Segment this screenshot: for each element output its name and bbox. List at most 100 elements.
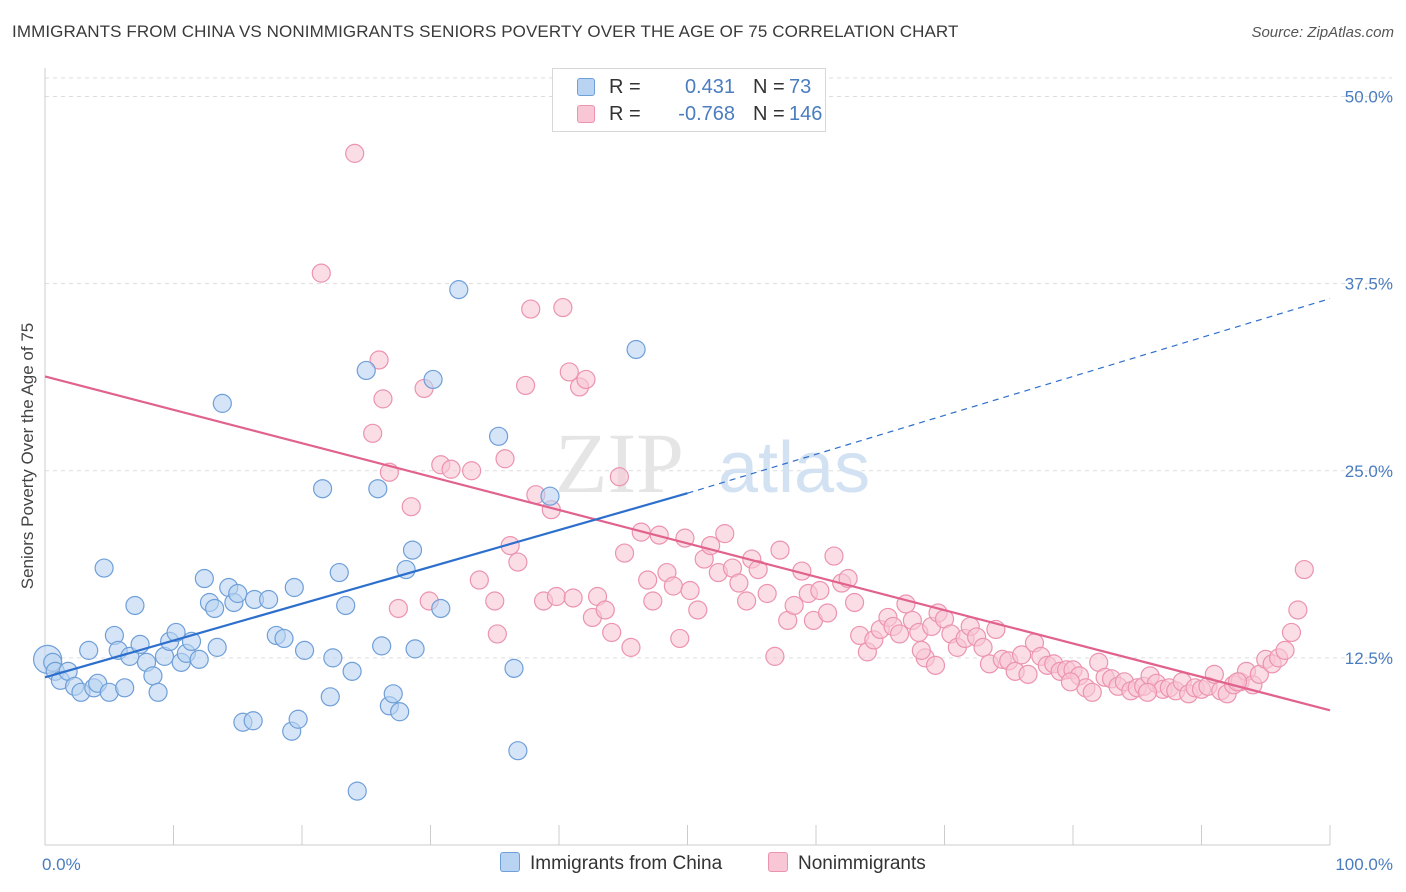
data-point xyxy=(540,486,560,506)
data-point xyxy=(576,369,596,390)
data-point xyxy=(388,598,408,619)
data-point xyxy=(553,297,573,318)
data-point xyxy=(212,393,232,413)
data-point xyxy=(729,573,749,593)
data-point xyxy=(125,595,145,616)
data-point xyxy=(1082,682,1102,702)
data-point xyxy=(737,591,757,611)
data-point xyxy=(495,449,515,469)
data-point xyxy=(462,461,482,481)
data-point xyxy=(228,583,248,604)
correlation-legend: R = 0.431 N = 73 R = -0.768 N = 146 xyxy=(552,68,826,132)
data-point xyxy=(79,640,99,660)
data-point xyxy=(784,595,804,616)
data-point xyxy=(323,648,343,668)
data-point xyxy=(369,350,389,370)
data-point xyxy=(757,583,777,604)
trend-line-nonimmigrants xyxy=(44,375,1331,712)
data-point xyxy=(1011,645,1032,665)
data-point xyxy=(663,576,683,596)
trend-line-china-extrapolated xyxy=(687,298,1331,494)
y-tick-label: 37.5% xyxy=(1345,275,1393,294)
data-point xyxy=(508,741,528,761)
data-point xyxy=(521,299,541,319)
trend-lines xyxy=(44,298,1331,712)
data-point xyxy=(423,369,443,390)
data-point xyxy=(515,375,536,396)
data-point xyxy=(748,559,768,580)
data-point xyxy=(373,389,393,409)
axes xyxy=(44,68,1331,846)
data-point xyxy=(288,709,308,729)
data-point xyxy=(194,568,214,589)
data-point xyxy=(431,598,451,619)
source-credit: Source: ZipAtlas.com xyxy=(1251,24,1394,41)
data-point xyxy=(508,552,528,572)
data-point xyxy=(347,781,367,801)
data-point xyxy=(356,360,376,381)
data-point xyxy=(284,577,304,598)
data-point xyxy=(372,636,392,656)
data-point xyxy=(680,580,700,601)
data-point xyxy=(1288,600,1308,620)
legend-r-value: -0.768 xyxy=(678,103,735,125)
legend-n-value: 73 xyxy=(789,76,812,98)
data-point xyxy=(345,143,365,163)
bottom-legend-china: Immigrants from China xyxy=(500,852,722,876)
data-point xyxy=(715,524,735,544)
legend-r-label: R = xyxy=(609,103,641,125)
data-point xyxy=(1060,672,1081,692)
trend-line-china xyxy=(44,492,688,679)
y-tick-label: 50.0% xyxy=(1345,88,1393,107)
data-point xyxy=(363,423,383,443)
data-point xyxy=(602,622,622,643)
data-point xyxy=(189,649,209,669)
bottom-legend-label-china: Immigrants from China xyxy=(530,853,723,874)
data-point xyxy=(336,595,356,616)
data-point xyxy=(166,622,186,643)
data-point xyxy=(595,600,615,620)
data-point xyxy=(621,637,641,657)
nonimmigrants-points xyxy=(311,143,1314,704)
legend-n-value: 146 xyxy=(789,103,823,125)
legend-r-label: R = xyxy=(609,76,641,98)
data-point xyxy=(320,687,340,707)
data-point xyxy=(614,543,635,563)
bottom-legend-label-nonimmigrants: Nonimmigrants xyxy=(798,853,926,874)
data-point xyxy=(94,558,114,578)
x-tick-label: 0.0% xyxy=(42,855,81,874)
data-point xyxy=(1275,640,1295,660)
data-point xyxy=(294,640,315,660)
bottom-legend-swatch-nonimmigrants xyxy=(768,852,788,872)
data-point xyxy=(258,589,279,610)
data-point xyxy=(312,479,333,499)
bottom-legend-nonimmigrants: Nonimmigrants xyxy=(768,852,926,876)
data-point xyxy=(670,628,690,649)
data-point xyxy=(207,637,227,657)
data-point xyxy=(329,562,349,583)
data-point xyxy=(401,497,421,517)
data-point xyxy=(638,570,658,590)
immigrants-from-china-points xyxy=(32,280,646,801)
data-point xyxy=(925,655,946,675)
data-point xyxy=(770,540,790,560)
data-point xyxy=(559,362,579,382)
data-point xyxy=(1294,559,1314,580)
data-point xyxy=(143,666,163,686)
data-point xyxy=(449,280,469,300)
bottom-legend-swatch-china xyxy=(500,852,520,872)
x-tick-label: 100.0% xyxy=(1335,855,1393,874)
data-point xyxy=(889,624,910,644)
data-point xyxy=(485,591,505,611)
data-point xyxy=(824,546,844,566)
legend-n-label: N = xyxy=(753,103,785,125)
tick-labels: 12.5% 25.0% 37.5% 50.0% 0.0% 100.0% xyxy=(42,88,1393,875)
data-point xyxy=(148,682,168,702)
data-point xyxy=(405,639,425,659)
data-point xyxy=(626,339,646,360)
y-axis-label: Seniors Poverty Over the Age of 75 xyxy=(18,323,37,589)
data-point xyxy=(810,580,830,601)
legend-swatch-china xyxy=(577,78,595,96)
data-point xyxy=(311,263,331,283)
